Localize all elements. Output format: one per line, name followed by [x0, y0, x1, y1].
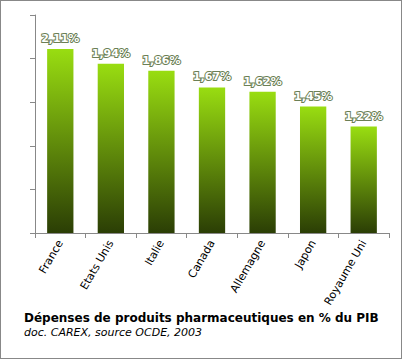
- svg-text:2,11%: 2,11%: [41, 32, 79, 45]
- svg-text:1,45%: 1,45%: [294, 90, 332, 103]
- svg-text:Canada: Canada: [185, 238, 217, 281]
- svg-text:France: France: [36, 238, 66, 276]
- svg-text:1,22%: 1,22%: [345, 110, 383, 123]
- svg-text:Royaume Uni: Royaume Uni: [322, 238, 370, 308]
- svg-text:Etats Unis: Etats Unis: [78, 238, 117, 293]
- svg-text:1,67%: 1,67%: [193, 70, 231, 83]
- svg-text:Dépenses de produits pharmaceu: Dépenses de produits pharmaceutiques en …: [24, 311, 379, 325]
- svg-text:1,86%: 1,86%: [142, 54, 180, 67]
- svg-text:Japon: Japon: [292, 238, 319, 272]
- svg-text:Allemagne: Allemagne: [228, 238, 269, 295]
- svg-text:1,62%: 1,62%: [243, 75, 281, 88]
- svg-text:1,94%: 1,94%: [92, 47, 130, 60]
- svg-text:doc. CAREX, source OCDE, 2003: doc. CAREX, source OCDE, 2003: [24, 326, 202, 339]
- svg-text:Italie: Italie: [142, 238, 167, 268]
